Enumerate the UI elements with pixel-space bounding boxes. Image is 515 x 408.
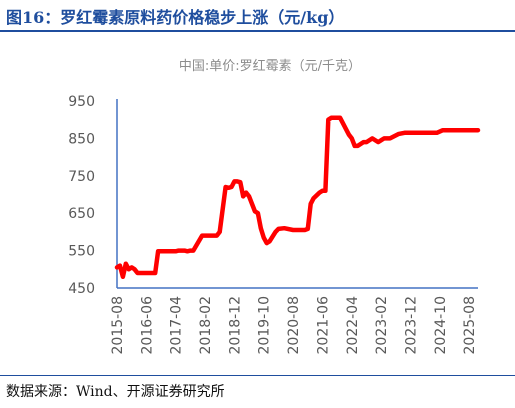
source-note: 数据来源：Wind、开源证券研究所: [6, 384, 225, 400]
x-tick-label: 2023-02: [374, 296, 390, 355]
x-tick-label: 2022-04: [345, 296, 361, 355]
y-tick-label: 750: [68, 169, 95, 185]
y-tick-label: 650: [68, 206, 95, 222]
title-rule: [0, 30, 515, 32]
y-tick-label: 550: [68, 244, 95, 260]
price-series-line: [114, 115, 481, 280]
x-tick-label: 2019-10: [257, 296, 273, 355]
source-rule: [0, 375, 515, 376]
x-tick-label: 2021-06: [315, 296, 331, 355]
x-tick-label: 2023-12: [403, 296, 419, 355]
chart-title: 中国:单价:罗红霉素（元/千克）: [179, 58, 361, 74]
y-tick-label: 850: [68, 131, 95, 147]
x-tick-label: 2015-08: [110, 296, 126, 355]
figure-title: 图16：罗红霉素原料药价格稳步上涨（元/kg）: [6, 8, 345, 27]
x-tick-label: 2024-10: [433, 296, 449, 355]
x-tick-labels: 2015-08 2016-06 2017-04 2018-02 2018-12 2019-…: [110, 296, 478, 355]
x-tick-label: 2018-12: [227, 296, 243, 355]
x-tick-label: 2016-06: [139, 296, 155, 355]
series-group: [114, 115, 481, 280]
y-tick-label: 950: [68, 94, 95, 110]
x-tick-label: 2025-08: [462, 296, 478, 355]
x-tick-label: 2017-04: [169, 296, 185, 355]
x-tick-label: 2020-08: [286, 296, 302, 355]
price-line-chart: 中国:单价:罗红霉素（元/千克） 450 550 650 750 850 950 2015…: [68, 58, 481, 355]
x-tick-label: 2018-02: [198, 296, 214, 355]
y-tick-label: 450: [68, 281, 95, 297]
y-tick-labels: 450 550 650 750 850 950: [68, 94, 95, 297]
